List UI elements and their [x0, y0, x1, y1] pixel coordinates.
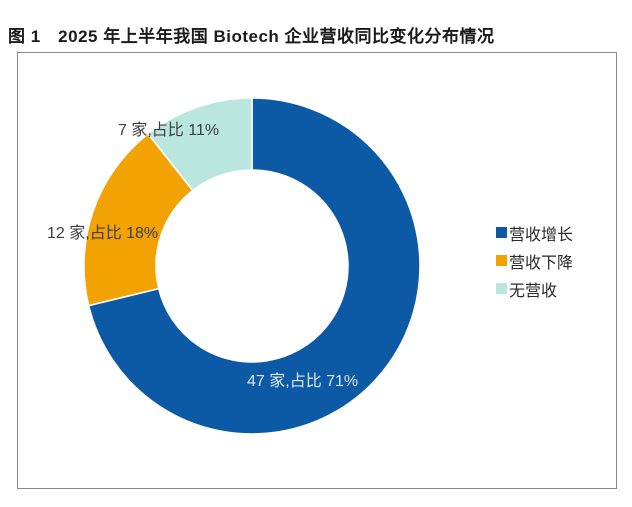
chart-legend: 营收增长营收下降无营收 [496, 223, 574, 300]
slice-label-revenue-growth: 47 家,占比 71% [247, 373, 359, 390]
legend-item-营收增长: 营收增长 [496, 223, 574, 244]
figure-title: 图 1 2025 年上半年我国 Biotech 企业营收同比变化分布情况 [8, 27, 495, 46]
legend-label: 营收增长 [509, 226, 574, 244]
donut-segment-无营收 [147, 97, 253, 192]
legend-label: 营收下降 [509, 254, 574, 272]
legend-item-无营收: 无营收 [496, 279, 573, 300]
donut-segment-营收增长 [87, 97, 421, 435]
legend-item-营收下降: 营收下降 [496, 251, 574, 272]
slice-label-revenue-decline: 12 家,占比 18% [47, 225, 159, 242]
legend-swatch-icon [496, 227, 507, 238]
legend-swatch-icon [496, 283, 507, 294]
chart-plot-area: 7 家,占比 11% 12 家,占比 18% 47 家,占比 71% 营收增长营… [17, 52, 617, 489]
slice-label-no-revenue: 7 家,占比 11% [118, 122, 220, 139]
legend-swatch-icon [496, 255, 507, 266]
donut-chart [83, 97, 421, 435]
legend-label: 无营收 [509, 282, 558, 300]
